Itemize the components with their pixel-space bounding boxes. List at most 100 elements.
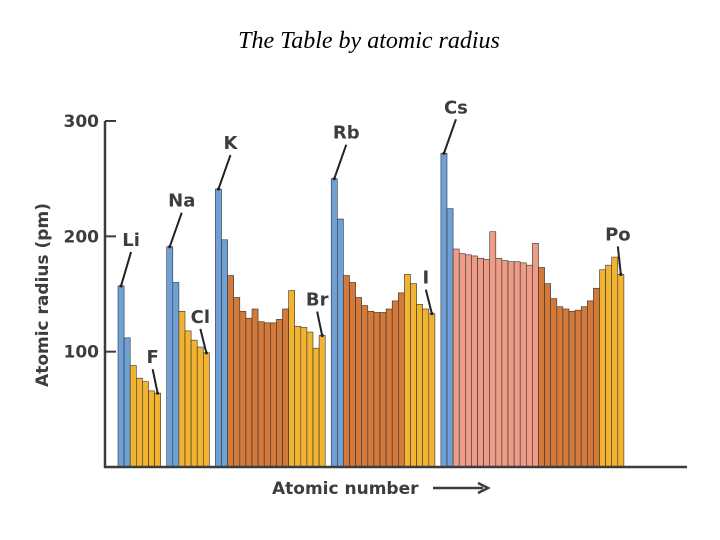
- bar-f-block: [495, 257, 503, 468]
- bar-d-block: [544, 283, 551, 468]
- bar-p-block: [154, 392, 162, 468]
- bar-f-block: [477, 257, 484, 468]
- bar-s-block: [166, 246, 174, 468]
- label-leader-line: [168, 212, 183, 248]
- bar-d-block: [282, 308, 289, 468]
- bar-d-block: [355, 297, 363, 468]
- bar-d-block: [586, 300, 594, 468]
- bar-d-block: [251, 308, 259, 468]
- bar-d-block: [269, 322, 277, 468]
- bar-p-block: [136, 377, 143, 468]
- element-label-li: Li: [122, 230, 140, 251]
- element-label-na: Na: [168, 191, 195, 212]
- bar-p-block: [129, 365, 137, 468]
- label-leader-dot: [204, 351, 208, 355]
- bar-d-block: [593, 287, 600, 468]
- bar-f-block: [483, 259, 491, 468]
- label-leader-dot: [442, 151, 446, 155]
- bar-d-block: [367, 310, 375, 468]
- bar-f-block: [519, 262, 527, 468]
- bar-s-block: [215, 188, 222, 468]
- bar-d-block: [550, 298, 558, 468]
- bar-f-block: [513, 261, 521, 468]
- x-axis-label: Atomic number: [272, 479, 419, 499]
- label-leader-line: [443, 118, 457, 154]
- bar-s-block: [446, 208, 454, 468]
- element-label-po: Po: [605, 224, 631, 245]
- x-axis-arrow-head-icon: [477, 481, 491, 495]
- bar-d-block: [343, 275, 350, 468]
- label-leader-dot: [216, 187, 221, 191]
- slide-title: The Table by atomic radius: [238, 28, 500, 54]
- y-axis-label: Atomic radius (pm): [33, 203, 53, 387]
- bar-p-block: [611, 256, 619, 468]
- label-leader-line: [120, 251, 133, 287]
- bar-d-block: [233, 297, 241, 468]
- bar-p-block: [203, 352, 210, 468]
- bar-p-block: [142, 381, 149, 468]
- bar-d-block: [349, 282, 356, 468]
- bar-s-block: [117, 285, 125, 468]
- label-leader-dot: [619, 272, 623, 276]
- y-tick-label: 300: [64, 112, 100, 132]
- bar-d-block: [556, 306, 564, 468]
- label-leader-line: [217, 154, 232, 190]
- element-label-cs: Cs: [444, 97, 468, 118]
- bar-d-block: [397, 292, 405, 468]
- y-tick-label: 200: [64, 227, 100, 247]
- bar-s-block: [221, 239, 228, 468]
- bar-f-block: [464, 254, 472, 468]
- label-leader-dot: [156, 391, 160, 395]
- label-leader-dot: [332, 177, 336, 181]
- bar-d-block: [239, 310, 247, 468]
- label-leader-line: [151, 368, 159, 394]
- bar-d-block: [373, 312, 381, 468]
- bar-f-block: [507, 261, 515, 468]
- bar-p-block: [422, 308, 430, 468]
- bar-p-block: [410, 283, 417, 468]
- bar-p-block: [178, 310, 186, 468]
- bar-p-block: [196, 346, 204, 468]
- bar-d-block: [568, 310, 576, 468]
- bar-p-block: [617, 274, 625, 468]
- bar-p-block: [312, 347, 320, 468]
- element-label-f: F: [147, 347, 159, 368]
- bar-p-block: [306, 331, 314, 468]
- element-label-rb: Rb: [333, 123, 360, 144]
- bar-p-block: [605, 264, 612, 468]
- bar-f-block: [501, 260, 509, 468]
- bar-d-block: [574, 309, 582, 468]
- label-leader-line: [199, 328, 208, 354]
- bar-f-block: [532, 242, 539, 468]
- bar-f-block: [452, 248, 460, 468]
- bar-p-block: [190, 339, 198, 468]
- element-label-br: Br: [306, 290, 329, 311]
- bar-d-block: [276, 319, 283, 468]
- label-leader-dot: [119, 284, 123, 288]
- bar-d-block: [580, 306, 588, 468]
- element-labels-layer: Li F Na Cl K Br Rb I Cs Po: [119, 97, 631, 395]
- bar-d-block: [385, 308, 393, 468]
- bar-p-block: [148, 390, 155, 468]
- bar-s-block: [440, 152, 448, 468]
- bar-s-block: [336, 218, 344, 468]
- bar-d-block: [361, 305, 369, 468]
- bar-p-block: [318, 335, 326, 468]
- bar-d-block: [538, 267, 545, 468]
- bar-d-block: [227, 275, 235, 468]
- bar-f-block: [471, 255, 478, 468]
- bar-p-block: [599, 269, 606, 468]
- element-label-cl: Cl: [191, 307, 210, 328]
- bar-p-block: [288, 290, 296, 468]
- label-leader-line: [333, 144, 348, 179]
- bar-p-block: [416, 304, 424, 468]
- bar-d-block: [263, 322, 271, 468]
- x-axis-label-group: Atomic number: [272, 479, 491, 499]
- bar-d-block: [257, 321, 265, 468]
- bar-p-block: [294, 325, 302, 468]
- bar-f-block: [525, 264, 533, 468]
- label-leader-dot: [168, 245, 172, 249]
- bar-p-block: [300, 327, 308, 468]
- element-label-k: K: [223, 133, 238, 154]
- axis-layer: 100 200 300: [64, 112, 687, 469]
